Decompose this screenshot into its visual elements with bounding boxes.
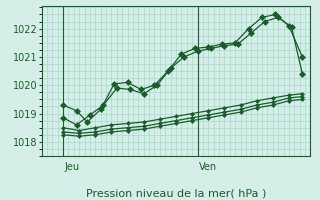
Text: Ven: Ven: [199, 162, 217, 172]
Text: Jeu: Jeu: [64, 162, 80, 172]
Text: Pression niveau de la mer( hPa ): Pression niveau de la mer( hPa ): [86, 189, 266, 199]
